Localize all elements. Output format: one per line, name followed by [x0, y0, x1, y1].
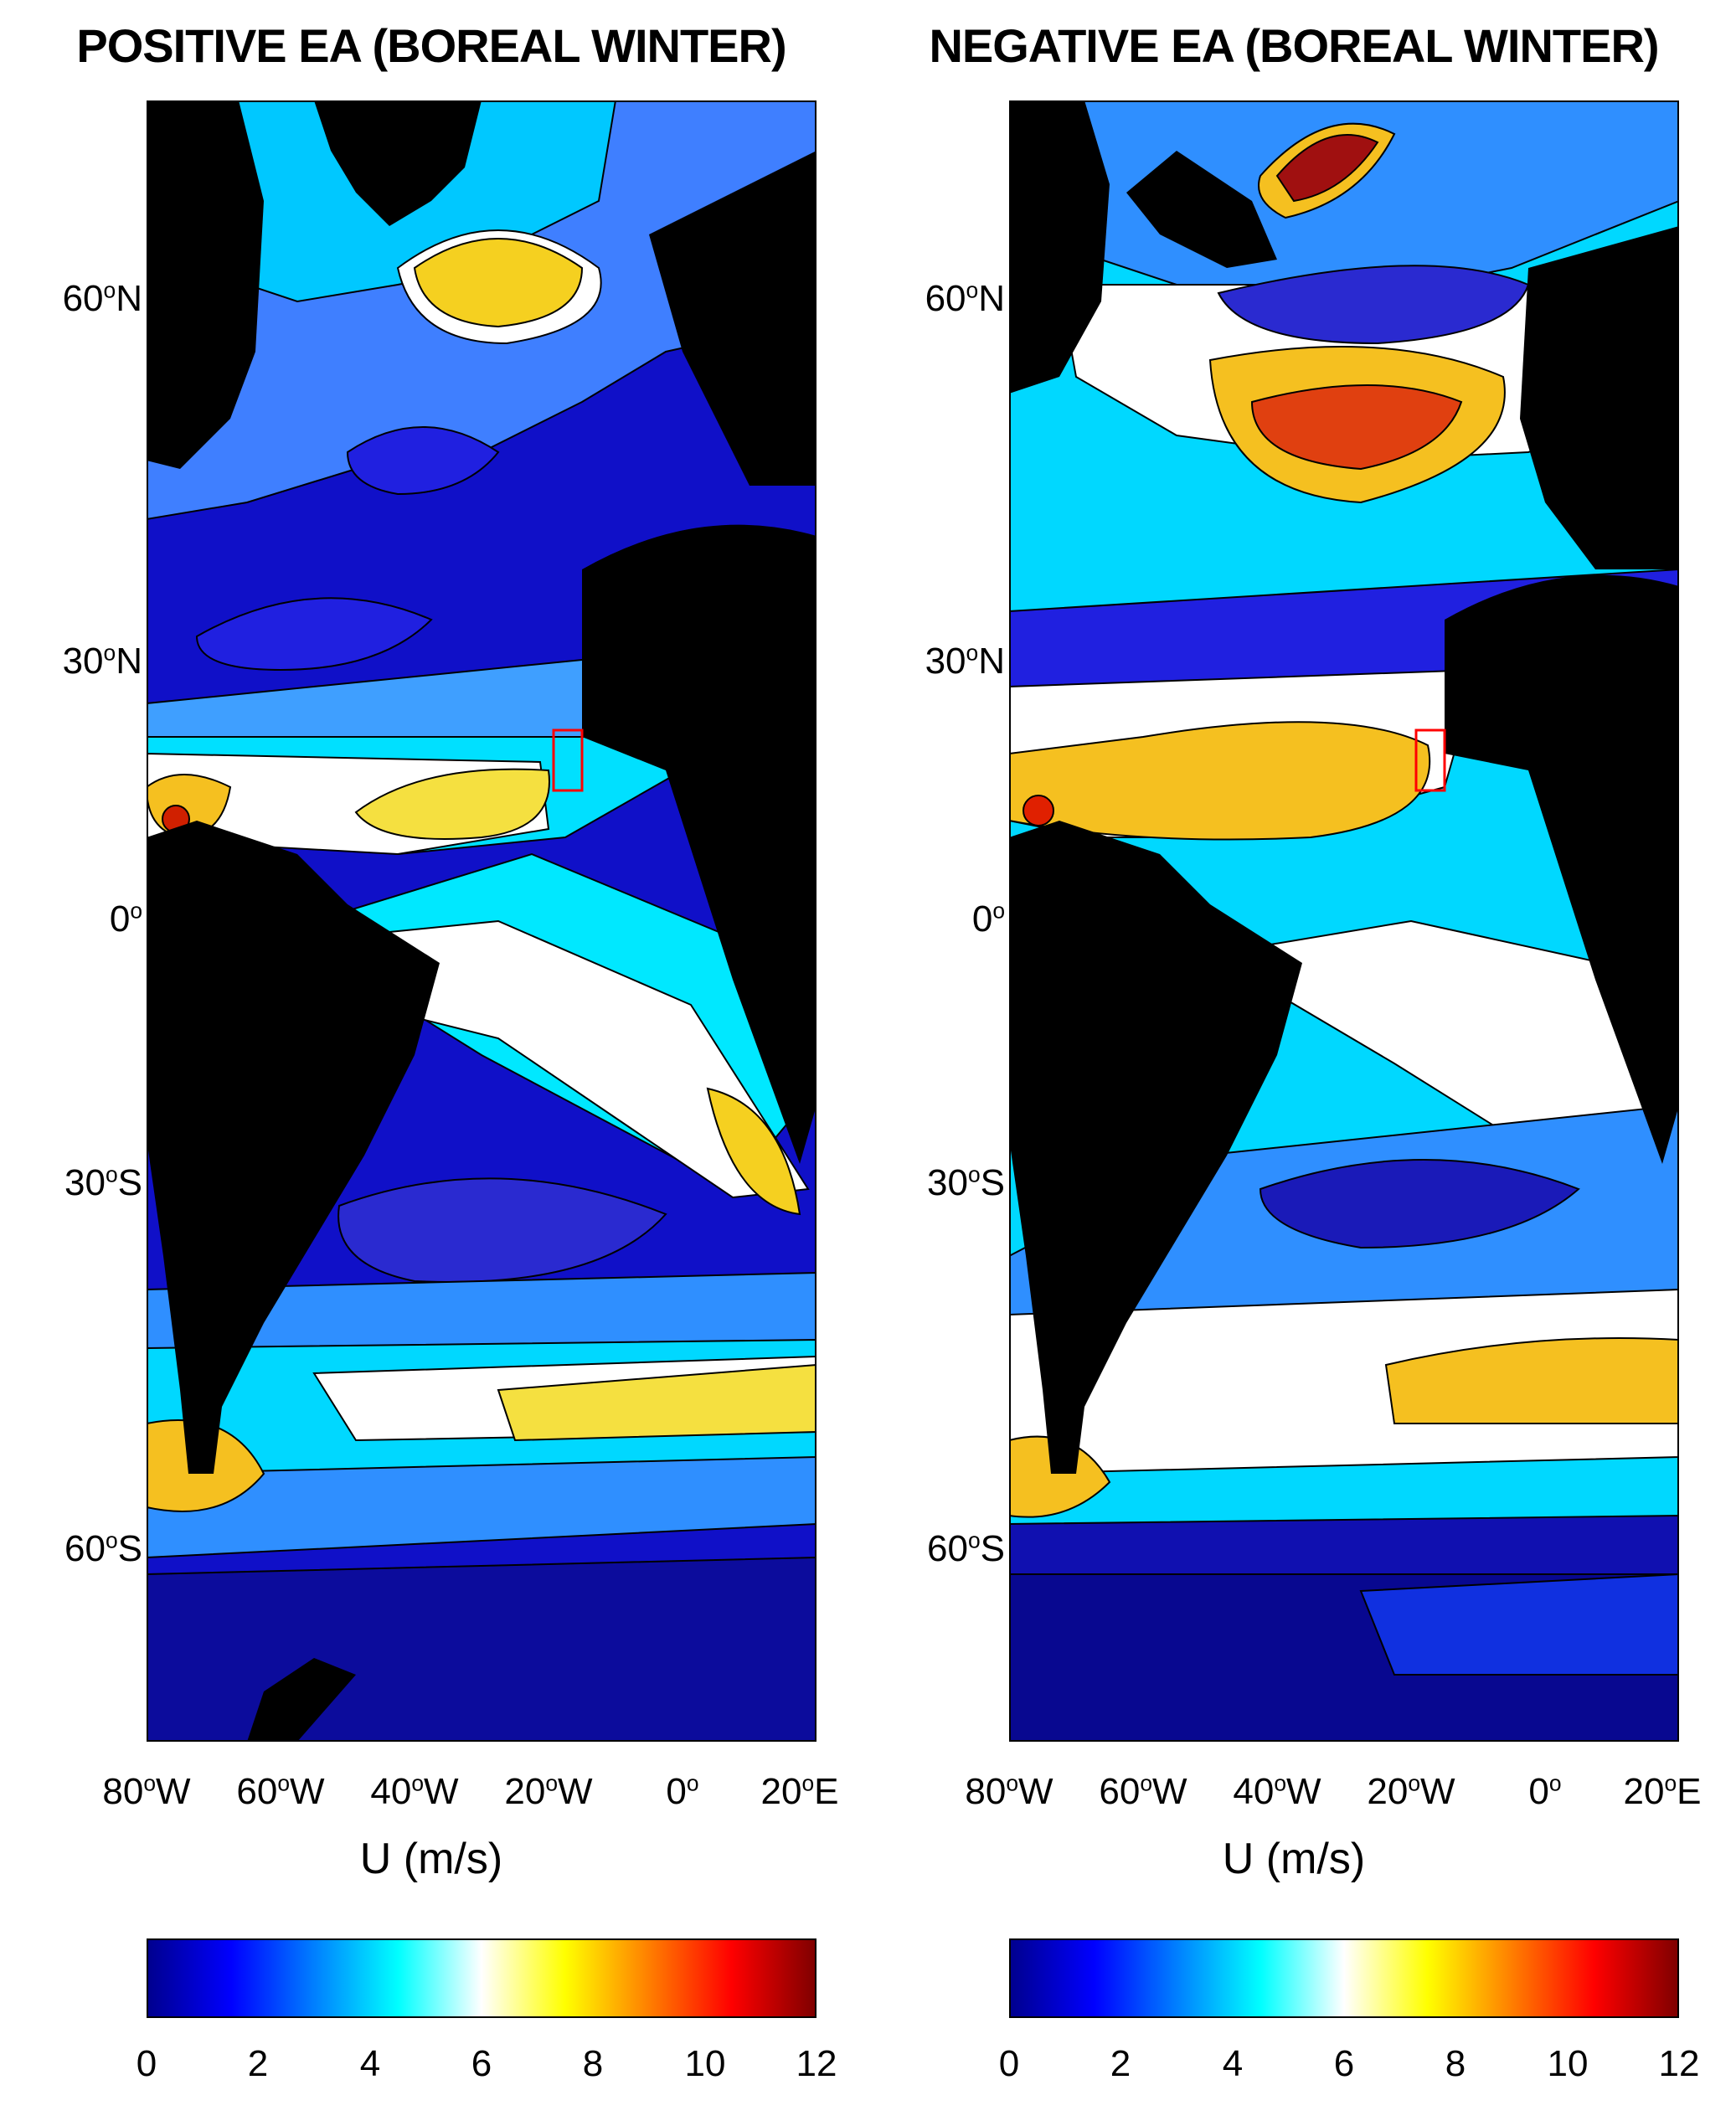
wind-speed-map	[147, 100, 816, 1742]
x-tick-label: 20oW	[504, 1770, 593, 1812]
x-tick-label: 20oE	[760, 1770, 839, 1812]
contour-fill	[413, 238, 584, 328]
contour-fill	[1009, 721, 1431, 841]
colorbar-tick: 0	[136, 2043, 157, 2084]
colorbar-tick: 12	[796, 2043, 837, 2084]
land-europe	[1520, 226, 1679, 569]
contour-fill	[1359, 1573, 1679, 1676]
y-tick-label: 60oN	[925, 277, 1005, 319]
colorbar-tick: 8	[582, 2043, 604, 2084]
land-north-america	[1009, 100, 1110, 394]
land-africa	[582, 524, 816, 1164]
colorbar-tick: 2	[247, 2043, 269, 2084]
colorbar-tick: 6	[471, 2043, 492, 2084]
contour-fill	[706, 1087, 801, 1216]
colorbar-tick: 8	[1445, 2043, 1466, 2084]
colorbar-tick: 6	[1333, 2043, 1355, 2084]
x-axis-title: U (m/s)	[1222, 1835, 1366, 1883]
y-tick-label: 60oS	[64, 1527, 142, 1569]
contour-fill	[1275, 134, 1379, 203]
contour-fill	[1009, 1435, 1111, 1518]
contour-fill	[337, 1177, 667, 1283]
panel-title: POSITIVE EA (BOREAL WINTER)	[76, 19, 786, 72]
negative-ea-panel: NEGATIVE EA (BOREAL WINTER)	[863, 0, 1725, 2116]
x-tick-label: 80oW	[102, 1770, 191, 1812]
x-tick-label: 0o	[666, 1770, 699, 1812]
wind-speed-map	[1009, 100, 1679, 1742]
x-tick-label: 40oW	[370, 1770, 459, 1812]
positive-ea-panel: POSITIVE EA (BOREAL WINTER)	[0, 0, 863, 2116]
colorbar-tick: 4	[1222, 2043, 1244, 2084]
land-greenland	[314, 100, 482, 226]
colorbar-tick: 2	[1110, 2043, 1131, 2084]
panel-title: NEGATIVE EA (BOREAL WINTER)	[929, 19, 1659, 72]
x-axis-title: U (m/s)	[359, 1835, 503, 1883]
land-north-america	[147, 100, 264, 469]
contour-fill	[1023, 795, 1054, 826]
x-tick-label: 20oE	[1623, 1770, 1702, 1812]
y-tick-label: 30oN	[62, 640, 142, 682]
colorbar-tick: 10	[1547, 2043, 1589, 2084]
x-tick-label: 80oW	[965, 1770, 1053, 1812]
contour-fill	[1217, 265, 1530, 345]
x-tick-label: 60oW	[1099, 1770, 1187, 1812]
y-tick-label: 30oN	[925, 640, 1005, 682]
land-greenland	[1126, 151, 1277, 268]
contour-fill	[354, 768, 550, 840]
contour-fill	[147, 1556, 816, 1742]
study-area-box	[552, 729, 584, 792]
contour-fill	[346, 426, 500, 496]
y-tick-label: 0o	[971, 898, 1005, 940]
x-tick-label: 20oW	[1367, 1770, 1455, 1812]
colorbar	[1009, 1938, 1679, 2018]
colorbar-tick: 10	[684, 2043, 726, 2084]
colorbar-tick: 12	[1658, 2043, 1700, 2084]
contour-fill	[1009, 1288, 1679, 1475]
contour-fill	[195, 597, 433, 672]
land-south-america	[147, 821, 440, 1474]
x-tick-label: 40oW	[1233, 1770, 1321, 1812]
contour-fill	[1259, 1159, 1580, 1249]
x-tick-label: 0o	[1528, 1770, 1562, 1812]
contour-fill	[497, 1363, 816, 1442]
y-tick-label: 30oS	[927, 1161, 1005, 1203]
land-south-america	[1009, 821, 1302, 1474]
colorbar	[147, 1938, 816, 2018]
y-tick-label: 0o	[109, 898, 142, 940]
land-antarctic-peninsula	[247, 1658, 356, 1742]
y-tick-label: 60oS	[927, 1527, 1005, 1569]
contour-fill	[1250, 384, 1463, 471]
colorbar-tick: 0	[998, 2043, 1020, 2084]
land-europe	[649, 151, 816, 486]
y-tick-label: 30oS	[64, 1161, 142, 1203]
study-area-box	[1414, 729, 1446, 792]
land-africa	[1445, 574, 1679, 1164]
x-tick-label: 60oW	[236, 1770, 325, 1812]
colorbar-tick: 4	[359, 2043, 381, 2084]
y-tick-label: 60oN	[62, 277, 142, 319]
